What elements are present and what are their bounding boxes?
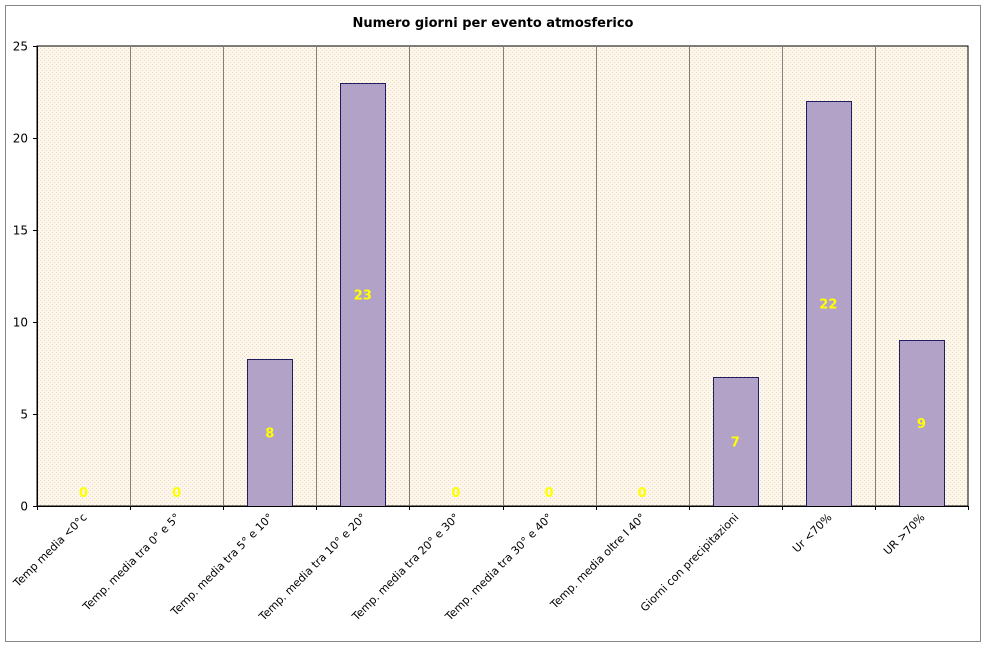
- bar: [806, 101, 852, 507]
- y-tick-label: 15: [13, 224, 28, 238]
- bar-series: [247, 83, 945, 507]
- data-label: 0: [638, 486, 647, 501]
- y-tick-label: 5: [20, 408, 28, 422]
- y-tick-label: 25: [13, 40, 28, 54]
- chart-title: Numero giorni per evento atmosferico: [353, 16, 634, 31]
- y-tick-label: 10: [13, 316, 28, 330]
- category-separators: [130, 46, 876, 506]
- data-label: 8: [265, 426, 274, 441]
- bar: [899, 340, 945, 507]
- data-label: 22: [819, 298, 837, 313]
- data-labels: 0 0 8 23 0 0 0 7 22 9: [79, 288, 926, 501]
- y-tick-label: 0: [20, 500, 28, 514]
- data-label: 0: [172, 486, 181, 501]
- data-label: 23: [354, 288, 372, 303]
- data-label: 7: [731, 436, 740, 451]
- data-label: 0: [545, 486, 554, 501]
- data-label: 9: [917, 417, 926, 432]
- y-tick-label: 20: [13, 132, 28, 146]
- data-label: 0: [451, 486, 460, 501]
- data-label: 0: [79, 486, 88, 501]
- y-axis: 0 5 10 15 20 25: [13, 40, 38, 514]
